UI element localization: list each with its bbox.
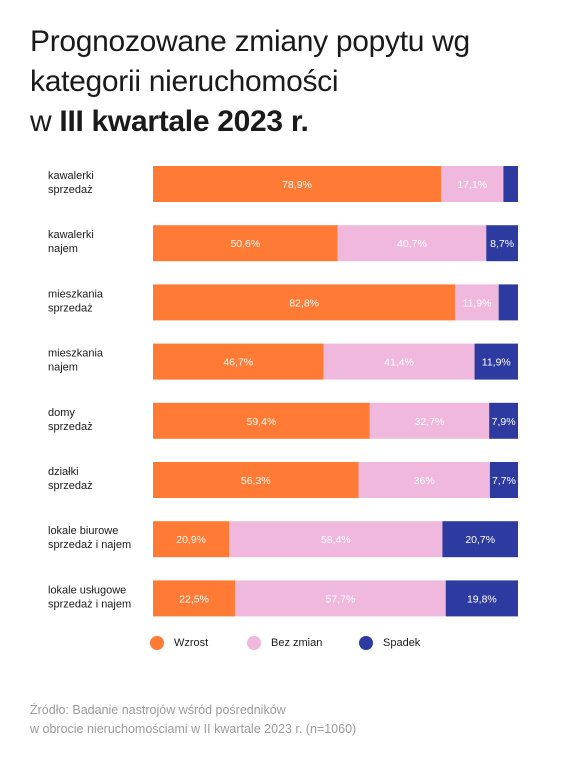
bar-segment	[153, 521, 230, 558]
chart-legend: Wzrost Bez zmian Spadek	[150, 636, 530, 656]
title-line-2: kategorii nieruchomości	[30, 65, 339, 98]
legend-label-wzrost: Wzrost	[174, 637, 209, 649]
bar-segment	[445, 580, 518, 617]
legend-swatch-bez-zmian	[247, 636, 261, 650]
data-label: 11,9%	[482, 357, 511, 369]
legend-label-bez-zmian: Bez zmian	[271, 637, 323, 649]
bar-segment	[153, 343, 324, 380]
bar-segment	[489, 402, 518, 439]
category-label-line: najem	[48, 243, 78, 255]
data-label: 36%	[414, 475, 435, 487]
bar-segment	[153, 225, 338, 262]
category-label-line: kawalerki	[48, 170, 94, 182]
chart-title: Prognozowane zmiany popytu wg kategorii …	[30, 22, 550, 142]
data-label: 8,7%	[490, 238, 514, 250]
data-label: 7,7%	[492, 475, 516, 487]
bar-segment	[498, 284, 518, 321]
category-label-line: sprzedaż	[48, 480, 93, 492]
bar-segment	[153, 462, 359, 498]
source-line-1: Źródło: Badanie nastrojów wśród pośredni…	[30, 703, 286, 717]
bar-segment	[358, 462, 490, 498]
data-label: 78,9%	[282, 179, 312, 191]
source-note: Źródło: Badanie nastrojów wśród pośredni…	[30, 701, 530, 739]
title-line-3: w III kwartale 2023 r.	[30, 102, 550, 142]
category-label: kawalerki najem	[48, 229, 94, 255]
category-label-line: działki	[48, 466, 79, 478]
bar-segment	[153, 580, 236, 617]
category-label: domy sprzedaż	[48, 407, 93, 433]
data-label: 11,9%	[462, 297, 491, 309]
category-label-line: mieszkania	[48, 288, 104, 300]
data-label: 7,9%	[492, 416, 516, 428]
bar-segment	[503, 166, 518, 202]
legend-item-spadek: Spadek	[359, 636, 420, 650]
data-label: 41,4%	[384, 357, 414, 369]
data-label: 56,3%	[241, 475, 271, 487]
bar-segment	[455, 284, 499, 321]
bar-segment	[323, 343, 475, 380]
bar-segment	[235, 580, 446, 617]
bar-segment	[337, 225, 487, 262]
source-line-2: w obrocie nieruchomościami w II kwartale…	[30, 722, 357, 736]
data-label: 57,7%	[326, 593, 356, 605]
bar-segment	[442, 521, 518, 558]
title-line-3-prefix: w	[30, 105, 60, 138]
bar-segment	[153, 284, 456, 321]
data-label: 32,7%	[415, 416, 445, 428]
legend-item-wzrost: Wzrost	[150, 636, 208, 650]
category-label-line: sprzedaż	[48, 302, 93, 314]
data-label: 20,9%	[176, 534, 206, 546]
category-label-line: lokale usługowe	[48, 584, 126, 596]
category-label: mieszkania sprzedaż	[48, 288, 104, 314]
title-line-3-bold: III kwartale 2023 r.	[59, 105, 309, 138]
bar-segment	[153, 166, 441, 202]
category-label-line: najem	[48, 362, 78, 374]
data-label: 19,8%	[467, 593, 497, 605]
stacked-bar-chart: kawalerki sprzedaż 78,9% 17,1% kawalerki naje…	[48, 166, 518, 617]
bar-segment	[489, 462, 518, 498]
category-label: kawalerki sprzedaż	[48, 170, 94, 196]
category-label: lokale usługowe sprzedaż i najem	[48, 584, 131, 610]
bar-segment	[474, 343, 518, 380]
bar-segment	[153, 402, 370, 439]
category-label-line: sprzedaż	[48, 421, 93, 433]
category-label-line: sprzedaż i najem	[48, 598, 131, 610]
data-label: 17,1%	[457, 179, 487, 191]
title-line-1: Prognozowane zmiany popytu wg	[30, 25, 470, 58]
data-label: 20,7%	[465, 534, 495, 546]
category-label-line: kawalerki	[48, 229, 94, 241]
legend-swatch-wzrost	[150, 636, 164, 650]
data-label: 40,7%	[397, 238, 427, 250]
category-label-line: lokale biurowe	[48, 525, 118, 537]
data-label: 82,8%	[289, 297, 319, 309]
legend-swatch-spadek	[359, 636, 373, 650]
data-label: 22,5%	[179, 593, 209, 605]
bar-segment	[440, 166, 504, 202]
data-label: 50,6%	[230, 238, 260, 250]
category-label-line: sprzedaż	[48, 184, 93, 196]
category-label: lokale biurowe sprzedaż i najem	[48, 525, 131, 551]
category-label-line: mieszkania	[48, 348, 104, 360]
data-label: 58,4%	[321, 534, 351, 546]
category-label-line: sprzedaż i najem	[48, 539, 131, 551]
category-label-line: domy	[48, 407, 75, 419]
bar-segment	[229, 521, 443, 558]
category-label: mieszkania najem	[48, 348, 104, 374]
category-label: działki sprzedaż	[48, 466, 93, 492]
bar-segment	[486, 225, 518, 262]
data-label: 59,4%	[247, 416, 277, 428]
legend-label-spadek: Spadek	[383, 637, 421, 649]
data-label: 46,7%	[223, 357, 253, 369]
legend-item-bez-zmian: Bez zmian	[247, 636, 322, 650]
bar-segment	[369, 402, 490, 439]
